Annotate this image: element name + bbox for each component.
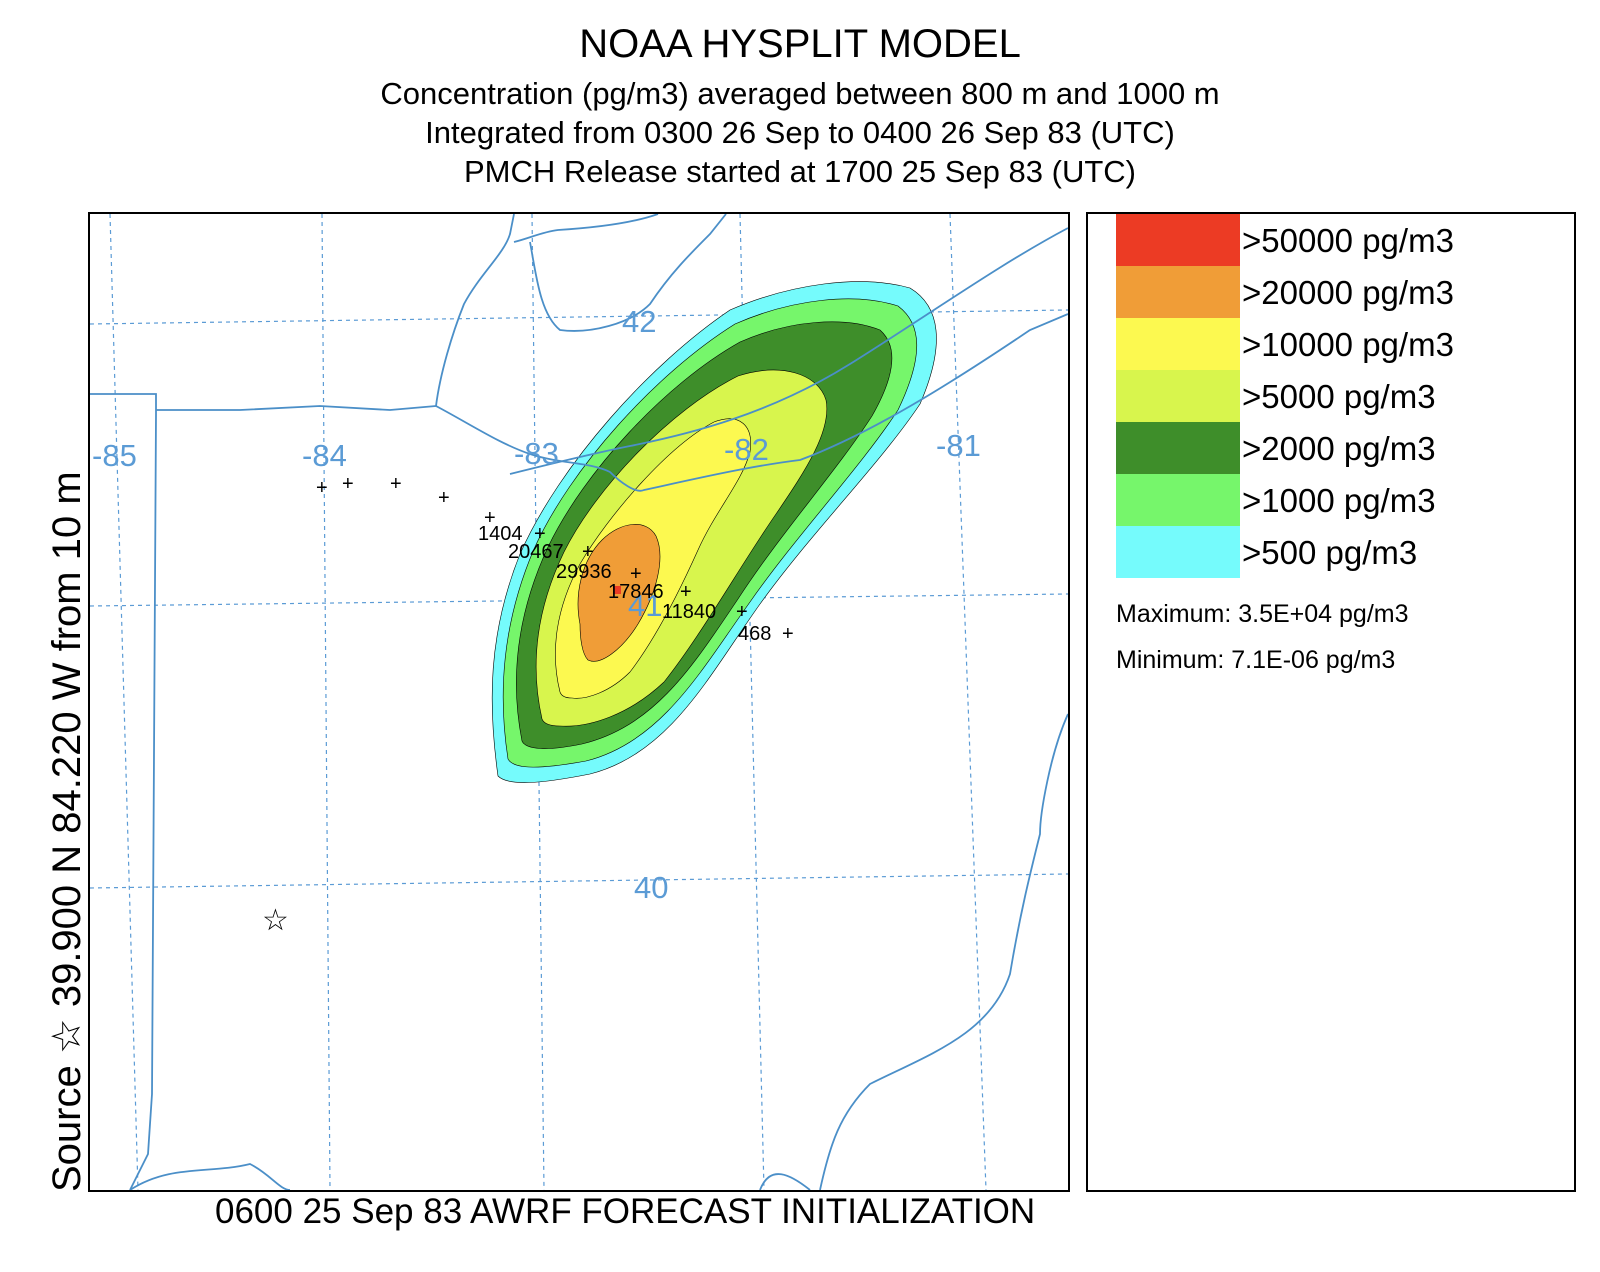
plot-subtitle-integration: Integrated from 0300 26 Sep to 0400 26 S… xyxy=(425,115,1175,150)
boundary-lake-erie-inner xyxy=(529,214,727,332)
station-value: 1404 xyxy=(478,523,523,545)
station-marker: + xyxy=(390,473,402,495)
boundary-erie-north xyxy=(509,227,1068,475)
plot-subtitle-concentration: Concentration (pg/m3) averaged between 8… xyxy=(380,76,1220,111)
plot-subtitle-release: PMCH Release started at 1700 25 Sep 83 (… xyxy=(464,154,1136,189)
legend-swatch xyxy=(1116,214,1240,266)
legend-item: >2000 pg/m3 xyxy=(1116,422,1576,474)
legend-item: >10000 pg/m3 xyxy=(1116,318,1576,370)
legend-label: >50000 pg/m3 xyxy=(1242,222,1454,259)
boundary-michigan-ohio-line xyxy=(156,405,437,411)
gridline-lon-81 xyxy=(949,214,987,1190)
legend-swatch xyxy=(1116,318,1240,370)
station-value: 11840 xyxy=(662,601,716,623)
station-marker: + xyxy=(782,623,794,645)
lon-label-83: -83 xyxy=(514,436,559,471)
gridline-lat-42 xyxy=(90,309,1068,325)
legend-item: >5000 pg/m3 xyxy=(1116,370,1576,422)
legend-label: >500 pg/m3 xyxy=(1242,534,1418,571)
lat-label-41: 41 xyxy=(628,588,662,623)
station-marker: + xyxy=(680,581,692,603)
boundaries xyxy=(90,214,1068,1190)
minimum-value: Minimum: 7.1E-06 pg/m3 xyxy=(1116,646,1396,674)
plot-title: NOAA HYSPLIT MODEL xyxy=(579,22,1021,66)
boundary-lake-detroit xyxy=(513,214,659,243)
station-marker: + xyxy=(630,563,642,585)
legend-swatch xyxy=(1116,370,1240,422)
legend-swatch xyxy=(1116,266,1240,318)
station-marker: + xyxy=(342,473,354,495)
legend-item: >20000 pg/m3 xyxy=(1116,266,1576,318)
gridline-lon-84 xyxy=(321,214,331,1190)
sampler-stations: + + + + + 1404 + 20467 + 29936 + 17846 +… xyxy=(316,473,794,645)
lon-label-84: -84 xyxy=(302,438,347,473)
station-value: 20467 xyxy=(508,541,564,563)
legend-label: >10000 pg/m3 xyxy=(1242,326,1454,363)
legend-swatch xyxy=(1116,422,1240,474)
legend-panel: >50000 pg/m3 >20000 pg/m3 >10000 pg/m3 >… xyxy=(1086,212,1576,1192)
map-canvas: -85 -84 -83 -82 -81 42 41 40 + + + + + 1… xyxy=(90,214,1068,1190)
boundary-lake-erie-west xyxy=(435,214,515,407)
boundary-ohio-pa-line xyxy=(819,713,1068,1190)
station-marker: + xyxy=(736,601,748,623)
plume-contour-50000 xyxy=(613,586,621,594)
maximum-value: Maximum: 3.5E+04 pg/m3 xyxy=(1116,600,1409,628)
legend-label: >5000 pg/m3 xyxy=(1242,378,1436,415)
lon-label-82: -82 xyxy=(724,432,769,467)
station-marker: + xyxy=(438,487,450,509)
plume xyxy=(491,281,937,783)
station-value: 17846 xyxy=(608,581,664,603)
station-value: 29936 xyxy=(556,561,612,583)
legend-label: >2000 pg/m3 xyxy=(1242,430,1436,467)
lon-label-81: -81 xyxy=(936,428,981,463)
station-marker: + xyxy=(582,541,594,563)
legend-item: >1000 pg/m3 xyxy=(1116,474,1576,526)
gridline-lon-85 xyxy=(109,214,139,1190)
lat-label-40: 40 xyxy=(634,870,668,905)
legend-label: >20000 pg/m3 xyxy=(1242,274,1454,311)
forecast-initialization-footer: 0600 25 Sep 83 AWRF FORECAST INITIALIZAT… xyxy=(215,1192,1036,1231)
station-marker: + xyxy=(316,477,328,499)
boundary-erie-shore xyxy=(435,313,1068,492)
source-star-icon: ☆ xyxy=(262,903,289,938)
source-location-label: Source ☆ 39.900 N 84.220 W from 10 m xyxy=(45,471,89,1192)
concentration-map[interactable]: -85 -84 -83 -82 -81 42 41 40 + + + + + 1… xyxy=(88,212,1070,1192)
legend-swatch xyxy=(1116,526,1240,578)
legend-label: >1000 pg/m3 xyxy=(1242,482,1436,519)
station-value: 468 xyxy=(738,623,771,645)
legend-item: >50000 pg/m3 xyxy=(1116,214,1576,266)
legend-item: >500 pg/m3 xyxy=(1116,526,1576,578)
legend-swatch xyxy=(1116,474,1240,526)
lon-label-85: -85 xyxy=(92,438,137,473)
grid-labels: -85 -84 -83 -82 -81 42 41 40 xyxy=(92,304,981,905)
boundary-ohio-river xyxy=(129,1163,291,1190)
lat-label-42: 42 xyxy=(622,304,656,339)
station-marker: + xyxy=(534,523,546,545)
boundary-indiana-ohio-line xyxy=(90,393,157,1190)
boundary-ky-south xyxy=(759,1173,811,1190)
gridline-lat-40 xyxy=(90,873,1068,889)
station-marker: + xyxy=(484,507,496,529)
